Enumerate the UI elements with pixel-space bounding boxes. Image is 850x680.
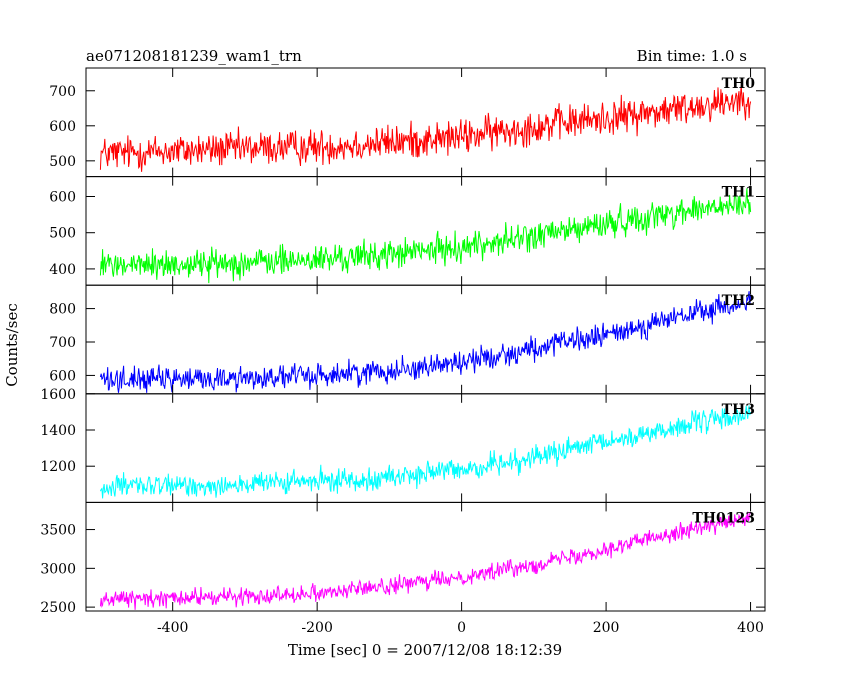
y-tick-label: 500 [49, 226, 76, 242]
y-tick-label: 1200 [40, 459, 76, 475]
panel-th1: 400 500 600 TH1 [49, 176, 766, 286]
y-tick-label: 2500 [40, 600, 76, 616]
y-axis-title: Counts/sec [3, 303, 21, 387]
x-tick-label: 400 [737, 620, 764, 636]
x-axis-ticks: -400 -200 0 200 400 [157, 620, 764, 636]
series-line-th3 [99, 405, 752, 499]
series-line-th1 [99, 188, 752, 284]
bin-time-label: Bin time: 1.0 s [637, 47, 747, 65]
panel-th2: 600 700 800 TH2 [49, 284, 766, 395]
y-tick-label: 1600 [40, 387, 76, 403]
panel-th3: 1200 1400 1600 TH3 [40, 387, 766, 503]
y-tick-label: 700 [49, 84, 76, 100]
panel-label-th3: TH3 [722, 402, 755, 418]
series-line-th0 [99, 85, 752, 172]
y-tick-label: 500 [49, 154, 76, 170]
y-tick-label: 800 [49, 302, 76, 318]
x-tick-label: 0 [457, 620, 466, 636]
y-tick-label: 400 [49, 262, 76, 278]
chart-title: ae071208181239_wam1_trn [86, 47, 302, 65]
panel-label-th0: TH0 [722, 76, 756, 92]
y-tick-label: 600 [49, 119, 76, 135]
y-tick-label: 3500 [40, 523, 76, 539]
panel-th0: 500 600 700 TH0 [49, 67, 766, 178]
y-tick-label: 3000 [40, 561, 76, 577]
series-line-th2 [99, 291, 752, 393]
panel-frame [85, 501, 766, 612]
panel-label-th1: TH1 [722, 185, 755, 201]
panel-label-th2: TH2 [722, 293, 755, 309]
y-tick-label: 600 [49, 368, 76, 384]
y-tick-label: 700 [49, 335, 76, 351]
panels-group: 500 600 700 TH0 400 500 600 TH1 600 700 800 TH2 1200… [40, 67, 766, 616]
x-tick-label: -200 [301, 620, 332, 636]
x-tick-label: -400 [157, 620, 188, 636]
y-tick-label: 1400 [40, 423, 76, 439]
y-tick-label: 600 [49, 190, 76, 206]
x-axis-title: Time [sec] 0 = 2007/12/08 18:12:39 [288, 641, 562, 659]
panel-frame [85, 67, 766, 178]
x-tick-label: 200 [593, 620, 620, 636]
panel-th0123: 2500 3000 3500 TH0123 [40, 501, 766, 616]
panel-label-th0123: TH0123 [692, 510, 755, 526]
series-line-th0123 [99, 511, 752, 610]
